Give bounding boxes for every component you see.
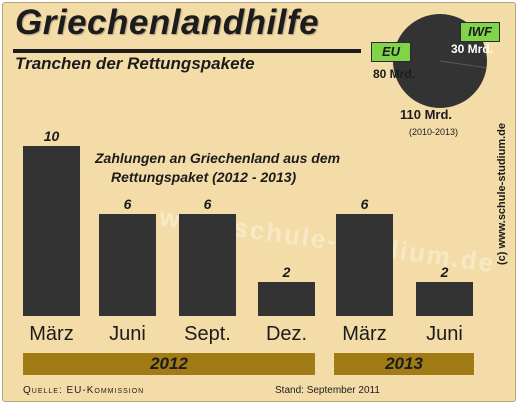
bar-5 [416, 282, 473, 316]
year-band-2012: 2012 [23, 353, 315, 375]
year-band-2013: 2013 [334, 353, 474, 375]
title-underline [13, 49, 361, 53]
category-label-1: Juni [109, 323, 146, 345]
legend-eu: EU [371, 42, 411, 62]
page-subtitle: Tranchen der Rettungspakete [15, 54, 255, 73]
category-label-4: März [342, 323, 386, 345]
bar-chart: 10 März 6 Juni 6 Sept. 2 Dez. 6 März 2 Juni [23, 128, 473, 345]
pie-label-iwf-value: 30 Mrd. [451, 42, 494, 56]
bar-value-label-0: 10 [44, 128, 60, 144]
bar-value-label-2: 6 [204, 196, 212, 212]
bar-0 [23, 146, 80, 316]
infographic-frame: Griechenlandhilfe Tranchen der Rettungsp… [2, 2, 516, 402]
pie-slice-divider [439, 60, 487, 69]
chart-note-line1: Zahlungen an Griechenland aus dem [95, 150, 341, 166]
category-label-3: Dez. [266, 323, 307, 345]
legend-iwf: IWF [460, 22, 500, 42]
bar-4 [336, 214, 393, 316]
bar-value-label-4: 6 [361, 196, 369, 212]
bar-value-label-1: 6 [124, 196, 132, 212]
source-note: Quelle: EU-Kommission [23, 385, 145, 396]
bar-2 [179, 214, 236, 316]
pie-period: (2010-2013) [409, 127, 459, 137]
pie-total-label: 110 Mrd. [400, 107, 453, 122]
bar-value-label-3: 2 [282, 264, 291, 280]
category-label-5: Juni [426, 323, 463, 345]
category-label-2: Sept. [184, 323, 231, 345]
pie-slice-eu [392, 13, 487, 109]
chart-note-line2: Rettungspaket (2012 - 2013) [111, 169, 297, 185]
bar-3 [258, 282, 315, 316]
pie-label-eu-value: 80 Mrd. [373, 67, 416, 81]
page-title: Griechenlandhilfe [15, 3, 320, 42]
date-note: Stand: September 2011 [275, 385, 380, 396]
category-label-0: März [29, 323, 73, 345]
bar-1 [99, 214, 156, 316]
bar-value-label-5: 2 [440, 264, 449, 280]
